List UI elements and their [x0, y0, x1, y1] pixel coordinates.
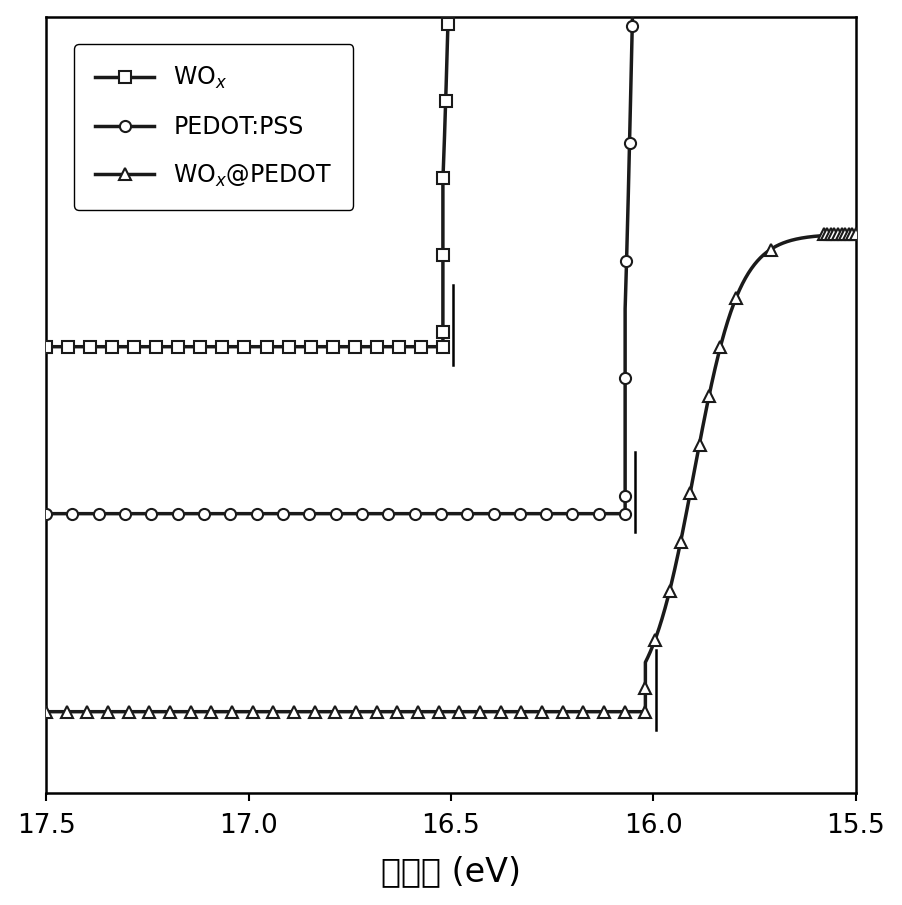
- X-axis label: 结合能 (eV): 结合能 (eV): [381, 855, 521, 889]
- Legend: WO$_x$, PEDOT:PSS, WO$_x$@PEDOT: WO$_x$, PEDOT:PSS, WO$_x$@PEDOT: [74, 44, 354, 210]
